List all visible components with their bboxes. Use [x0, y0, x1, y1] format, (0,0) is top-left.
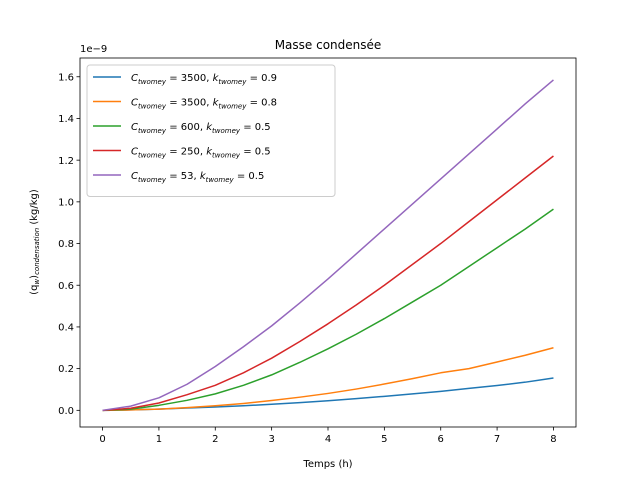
y-axis-label-sub1: w: [33, 279, 41, 285]
y-axis-label: (qw)condensation (kg/kg): [29, 189, 41, 295]
x-tick-label: 8: [550, 434, 556, 445]
x-tick-label: 1: [156, 434, 162, 445]
y-axis-label-main: (q: [29, 285, 40, 295]
legend-box: [86, 64, 336, 197]
y-tick-label: 0.4: [58, 323, 74, 334]
legend-entry-2: Ctwomey = 3500, ktwomey = 0.8: [131, 98, 277, 111]
y-axis-ticks: 0.0 0.2 0.4 0.6 0.8 1.0 1.2 1.4 1.6: [58, 72, 80, 417]
y-axis-offset-label: 1e−9: [80, 44, 107, 55]
legend-entry-4: Ctwomey = 250, ktwomey = 0.5: [131, 147, 271, 160]
y-axis-label-unit: (kg/kg): [29, 189, 40, 228]
y-tick-label: 1.0: [58, 197, 74, 208]
y-tick-label: 0.2: [58, 364, 74, 375]
y-axis-label-mid: ): [29, 275, 40, 279]
legend-entry-5: Ctwomey = 53, ktwomey = 0.5: [131, 171, 264, 184]
x-tick-label: 0: [99, 434, 105, 445]
y-tick-label: 1.2: [58, 156, 74, 167]
x-tick-label: 6: [438, 434, 444, 445]
y-tick-label: 0.8: [58, 239, 74, 250]
series-line-4: [102, 155, 554, 412]
x-tick-label: 4: [325, 434, 331, 445]
legend-entry-1: Ctwomey = 3500, ktwomey = 0.9: [131, 73, 277, 86]
plot-frame: [79, 57, 577, 428]
y-tick-label: 0.6: [58, 281, 74, 292]
series-line-3: [102, 208, 554, 412]
y-tick-label: 1.6: [58, 72, 74, 83]
series-line-5: [102, 79, 554, 412]
legend-entry-3: Ctwomey = 600, ktwomey = 0.5: [131, 122, 271, 135]
x-tick-label: 5: [381, 434, 387, 445]
legend: Ctwomey = 3500, ktwomey = 0.9 Ctwomey = 3…: [86, 64, 336, 197]
plot-series: [102, 79, 554, 412]
x-axis-ticks: 0 1 2 3 4 5 6 7 8: [99, 427, 557, 445]
y-tick-label: 0.0: [58, 406, 74, 417]
x-tick-label: 7: [494, 434, 500, 445]
x-tick-label: 2: [212, 434, 218, 445]
x-axis-label: Temps (h): [302, 459, 352, 470]
x-tick-label: 3: [268, 434, 274, 445]
chart-title: Masse condensée: [275, 38, 382, 52]
y-tick-label: 1.4: [58, 114, 74, 125]
series-line-2: [102, 347, 554, 412]
y-axis-label-sub2: condensation: [33, 228, 41, 275]
